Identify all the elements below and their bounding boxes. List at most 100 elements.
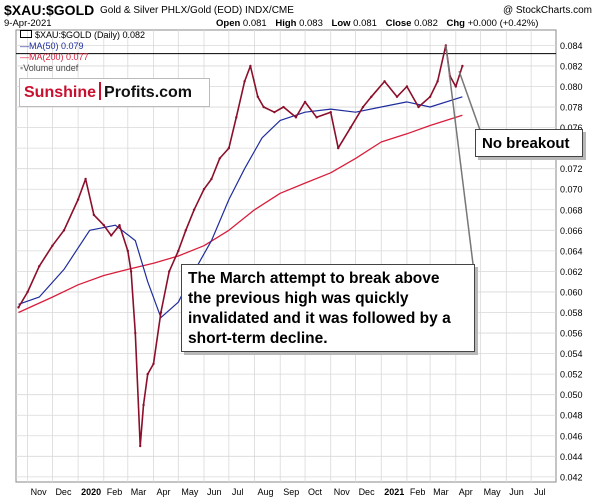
y-tick-label: 0.064: [560, 246, 583, 256]
change-label: Chg: [446, 18, 465, 29]
copyright-text: @ StockCharts.com: [502, 5, 592, 16]
close-value: 0.082: [414, 18, 438, 29]
price-point: [370, 95, 373, 98]
legend-ma50: —MA(50) 0.079: [20, 41, 84, 51]
x-tick-label: Jun: [509, 487, 524, 497]
price-point: [134, 331, 137, 335]
price-point: [417, 105, 420, 109]
price-point: [273, 110, 276, 114]
price-point: [62, 229, 66, 232]
high-label: High: [275, 18, 297, 29]
price-line: [17, 44, 464, 447]
legend-ma200-label: MA(200) 0.077: [29, 52, 89, 62]
price-point: [17, 306, 20, 309]
callout-leader-breakout: [458, 70, 481, 131]
price-point: [461, 64, 464, 68]
chart-symbol: $XAU:$GOLD: [4, 2, 95, 18]
y-tick-label: 0.058: [560, 308, 583, 318]
price-point: [177, 249, 180, 253]
price-point: [262, 105, 265, 109]
change-value: +0.000 (+0.42%): [467, 18, 539, 29]
x-tick-label: Nov: [334, 487, 351, 497]
high-value: 0.083: [299, 18, 323, 29]
callout-line-1: The March attempt to break above: [188, 270, 440, 287]
y-tick-label: 0.068: [560, 205, 583, 215]
price-point: [192, 208, 196, 211]
y-tick-label: 0.042: [560, 472, 583, 482]
price-point: [436, 80, 439, 83]
price-point: [282, 105, 285, 109]
x-tick-label: 2021: [384, 487, 404, 497]
close-label: Close: [385, 18, 412, 29]
price-point: [146, 372, 149, 376]
price-point: [129, 270, 133, 273]
price-point: [454, 85, 457, 88]
y-tick-label: 0.046: [560, 431, 583, 441]
legend-main: $XAU:$GOLD (Daily) 0.082: [20, 30, 145, 40]
x-tick-label: Feb: [107, 487, 123, 497]
price-point: [383, 80, 386, 83]
x-tick-label: Dec: [359, 487, 376, 497]
x-tick-label: Aug: [258, 487, 274, 497]
march-attempt-callout: The March attempt to break above the pre…: [181, 264, 475, 352]
ma50-line: [18, 96, 463, 319]
callout-leader-main: [445, 45, 474, 265]
y-tick-label: 0.066: [560, 226, 583, 236]
legend-ma50-label: MA(50) 0.079: [29, 41, 84, 51]
x-tick-label: Jul: [534, 487, 546, 497]
price-point: [218, 157, 221, 160]
no-breakout-callout: No breakout: [475, 129, 583, 157]
y-tick-label: 0.062: [560, 267, 583, 277]
price-point: [139, 444, 142, 448]
chart-instrument-name: Gold & Silver PHLX/Gold (EOD) INDX/CME: [100, 5, 294, 16]
callout-line-2: the previous high was quickly: [188, 290, 409, 307]
y-tick-label: 0.044: [560, 452, 583, 462]
legend-main-label: $XAU:$GOLD (Daily) 0.082: [35, 30, 146, 40]
y-tick-label: 0.080: [560, 82, 583, 92]
y-tick-label: 0.084: [560, 41, 583, 51]
low-label: Low: [331, 18, 351, 29]
price-point: [84, 177, 87, 181]
price-point: [256, 95, 260, 98]
x-tick-label: Nov: [31, 487, 48, 497]
logo-part2: Profits.com: [104, 84, 193, 101]
price-point: [315, 116, 318, 119]
y-tick-label: 0.070: [560, 185, 583, 195]
logo-part1: Sunshine: [24, 84, 97, 101]
price-point: [110, 234, 113, 237]
price-point: [118, 223, 121, 227]
chart-date: 9-Apr-2021: [4, 18, 52, 29]
price-point: [395, 95, 399, 98]
ma200-line: [18, 114, 463, 314]
price-point: [37, 265, 41, 268]
sunshine-profits-logo: Sunshine Profits.com: [19, 78, 210, 107]
price-point: [249, 64, 252, 68]
price-point: [92, 213, 96, 217]
price-point: [227, 146, 231, 150]
price-point: [329, 110, 332, 114]
price-point: [184, 229, 187, 232]
price-point: [405, 85, 409, 88]
legend-volume: ▪Volume undef: [20, 63, 79, 73]
y-tick-label: 0.072: [560, 164, 583, 174]
open-label: Open: [216, 18, 241, 29]
x-tick-label: 2020: [81, 487, 101, 497]
low-value: 0.081: [353, 18, 377, 29]
y-tick-label: 0.078: [560, 103, 583, 113]
x-tick-label: Sep: [283, 487, 299, 497]
price-point: [51, 244, 54, 247]
price-point: [102, 223, 105, 227]
ohlc-readout: Open 0.081 High 0.083 Low 0.081 Close 0.…: [216, 18, 544, 29]
price-point: [294, 116, 298, 119]
logo-separator: [99, 82, 102, 100]
chart-header: $XAU:$GOLD Gold & Silver PHLX/Gold (EOD)…: [0, 0, 600, 30]
y-tick-label: 0.076: [560, 123, 583, 133]
price-point: [126, 249, 130, 253]
price-point: [202, 188, 206, 191]
price-point: [349, 126, 352, 129]
x-tick-label: May: [181, 487, 199, 497]
price-point: [142, 403, 145, 407]
price-point: [210, 177, 213, 181]
open-value: 0.081: [242, 18, 267, 29]
